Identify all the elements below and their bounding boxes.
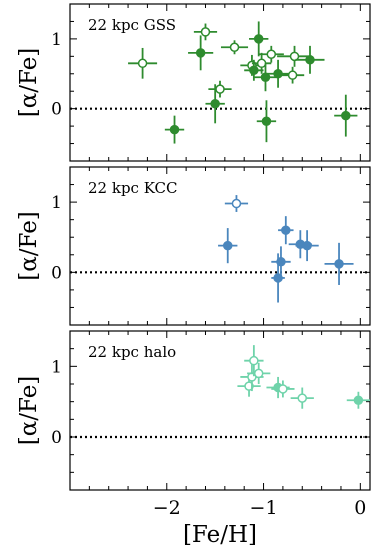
data-point-filled xyxy=(302,240,312,251)
panel-label: 22 kpc KCC xyxy=(88,179,177,197)
data-point-filled xyxy=(210,99,220,109)
panel-frame xyxy=(69,166,371,326)
panel-frame xyxy=(69,330,371,491)
data-point-filled xyxy=(169,124,180,135)
data-point-open xyxy=(266,49,277,59)
data-point-filled xyxy=(261,116,272,126)
data-point-open xyxy=(289,51,300,62)
data-point-open xyxy=(253,368,264,379)
data-point-filled xyxy=(341,110,351,121)
data-point-open xyxy=(229,42,240,53)
panel-frame xyxy=(69,3,371,162)
y-tick-label: 0 xyxy=(51,100,62,120)
panel-label: 22 kpc GSS xyxy=(88,16,176,34)
data-point-open xyxy=(231,198,242,209)
data-point-filled xyxy=(222,240,233,251)
y-tick-label: 0 xyxy=(51,428,62,448)
y-tick-label: 1 xyxy=(51,30,62,50)
panel-label: 22 kpc halo xyxy=(88,343,176,361)
data-point-filled xyxy=(281,225,291,235)
data-point-filled xyxy=(276,257,286,267)
y-axis-label: [α/Fe] xyxy=(16,376,42,446)
data-point-filled xyxy=(273,273,283,283)
data-point-open xyxy=(249,355,259,366)
data-point-open xyxy=(244,381,254,391)
y-tick-label: 0 xyxy=(51,263,62,283)
x-tick-label: −1 xyxy=(250,497,278,519)
data-point-open xyxy=(287,70,298,80)
data-point-filled xyxy=(305,55,315,65)
y-tick-label: 1 xyxy=(51,357,62,377)
data-point-filled xyxy=(253,34,264,44)
y-axis-label: [α/Fe] xyxy=(16,48,42,118)
data-point-open xyxy=(256,58,267,69)
data-point-open xyxy=(215,84,225,94)
x-axis-label: [Fe/H] xyxy=(183,522,257,548)
data-point-open xyxy=(278,384,288,394)
data-point-filled xyxy=(273,69,283,79)
data-point-open xyxy=(137,58,148,69)
data-point-open xyxy=(297,393,308,403)
y-tick-label: 1 xyxy=(51,193,62,213)
data-point-filled xyxy=(195,48,206,58)
y-axis-label: [α/Fe] xyxy=(16,211,42,281)
x-tick-label: −2 xyxy=(153,497,181,519)
data-point-filled xyxy=(249,65,259,76)
data-point-filled xyxy=(334,259,344,269)
x-tick-label: 0 xyxy=(354,497,366,519)
data-point-open xyxy=(200,27,211,37)
data-point-filled xyxy=(353,395,364,406)
